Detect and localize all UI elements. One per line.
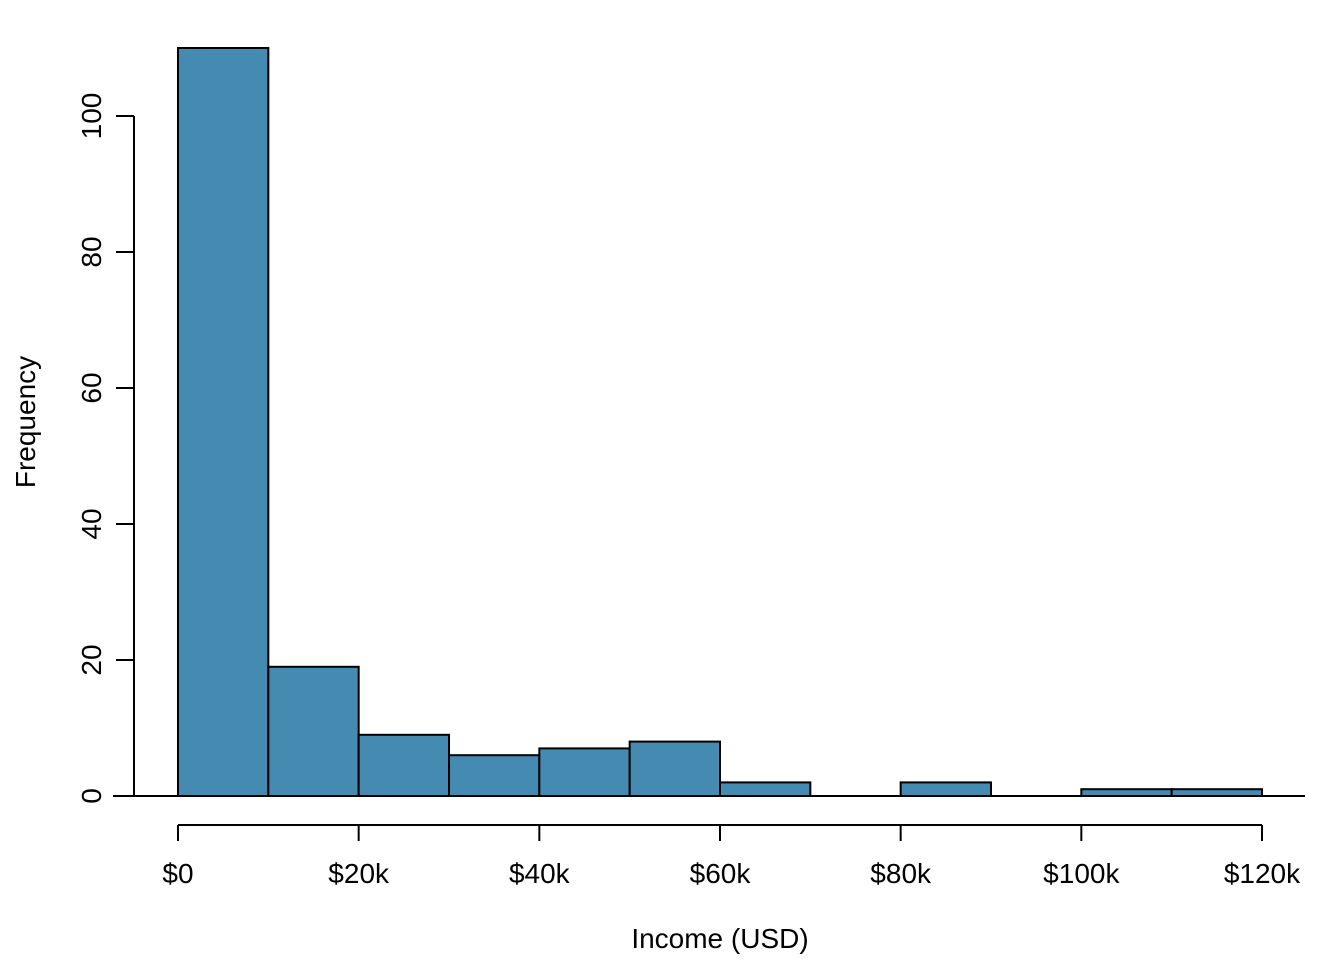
x-axis: $0 $20k $40k $60k $80k $100k $120k	[162, 824, 1301, 889]
y-axis: 0 20 40 60 80 100	[76, 93, 135, 804]
x-tick-label-0: $0	[162, 858, 193, 889]
histogram-bars	[177, 47, 1263, 798]
y-tick-label-1: 20	[76, 644, 107, 675]
x-tick-label-4: $80k	[870, 858, 932, 889]
y-tick-label-5: 100	[76, 93, 107, 140]
y-axis-title: Frequency	[10, 356, 41, 488]
x-tick-label-1: $20k	[328, 858, 390, 889]
histogram-bar-2	[357, 733, 450, 797]
y-tick-label-4: 80	[76, 236, 107, 267]
histogram-bar-6	[719, 781, 812, 798]
y-tick-label-3: 60	[76, 372, 107, 403]
histogram-bar-0	[177, 47, 270, 797]
y-tick-label-2: 40	[76, 508, 107, 539]
x-tick-label-3: $60k	[690, 858, 752, 889]
x-axis-title: Income (USD)	[631, 923, 808, 954]
x-tick-label-6: $120k	[1224, 858, 1301, 889]
histogram-bar-5	[628, 740, 722, 797]
histogram-bar-1	[267, 665, 360, 797]
histogram-bar-11	[1170, 788, 1263, 798]
x-tick-label-2: $40k	[509, 858, 571, 889]
x-tick-label-5: $100k	[1043, 858, 1120, 889]
histogram-bar-8	[899, 781, 993, 798]
histogram-bar-10	[1080, 788, 1173, 798]
histogram-bar-4	[538, 747, 631, 798]
histogram-bar-3	[448, 754, 541, 798]
y-tick-label-0: 0	[76, 788, 107, 804]
